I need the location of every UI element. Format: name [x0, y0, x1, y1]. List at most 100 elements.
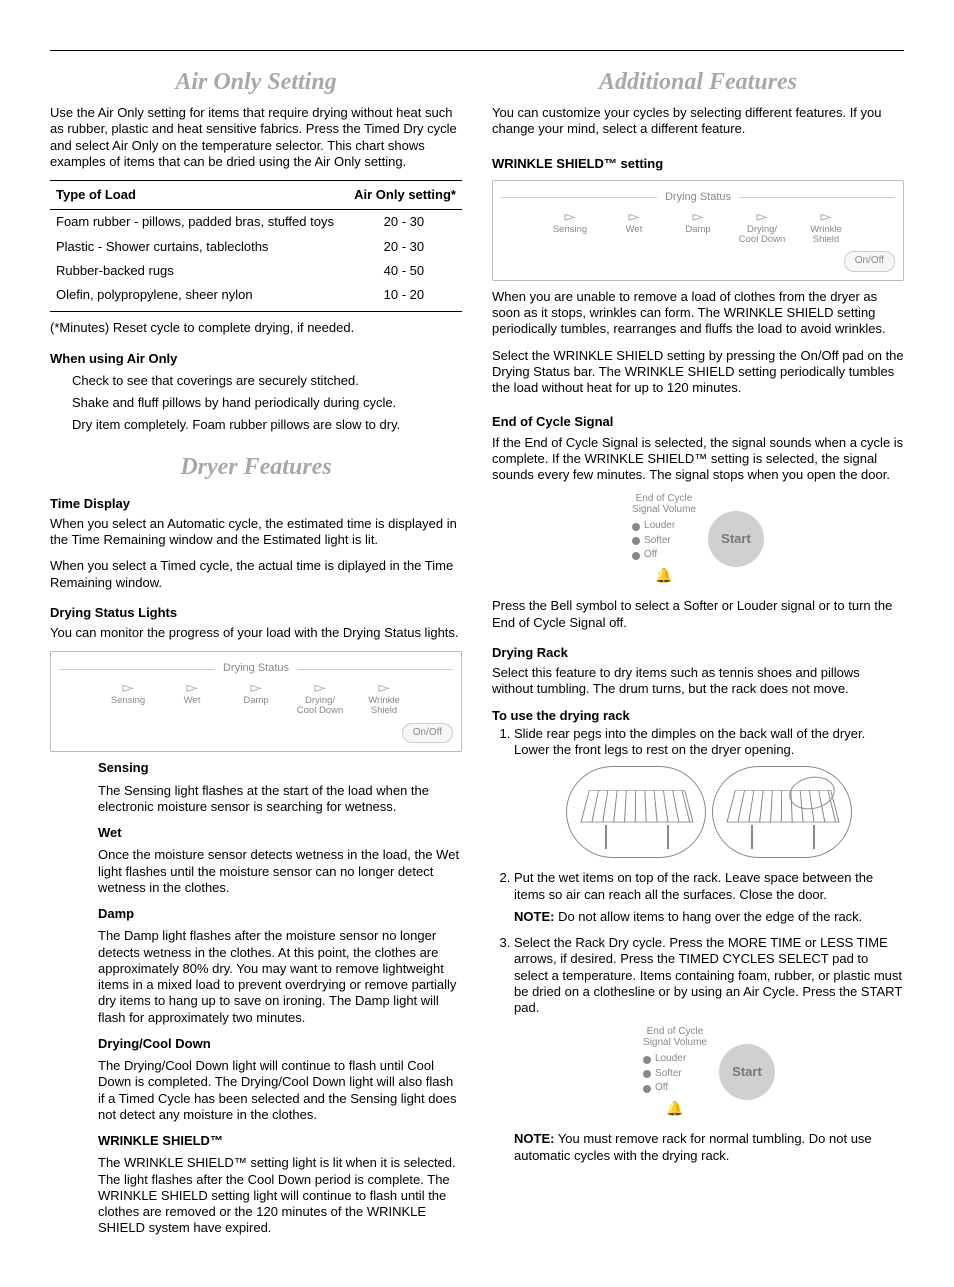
- wrinkle-shield-setting-h: WRINKLE SHIELD™ setting: [492, 156, 904, 172]
- rack-steps: Slide rear pegs into the dimples on the …: [492, 726, 904, 1164]
- table-row: Plastic - Shower curtains, tablecloths20…: [50, 235, 462, 259]
- dot-icon: [632, 537, 640, 545]
- step-text: Put the wet items on top of the rack. Le…: [514, 870, 873, 901]
- status-label: Wet: [626, 225, 643, 235]
- drying-rack-h: Drying Rack: [492, 645, 904, 661]
- status-label: Damp: [685, 225, 710, 235]
- rack-use-h: To use the drying rack: [492, 708, 904, 724]
- dryer-features-title: Dryer Features: [50, 452, 462, 482]
- bell-p: Press the Bell symbol to select a Softer…: [492, 598, 904, 631]
- signal-opt-off: Off: [643, 1082, 668, 1095]
- status-item-damp: ▻Damp: [229, 680, 283, 717]
- arrow-icon: ▻: [315, 680, 326, 694]
- status-items: ▻Sensing ▻Wet ▻Damp ▻Drying/Cool Down ▻ W…: [101, 680, 411, 717]
- rack-step-3: Select the Rack Dry cycle. Press the MOR…: [514, 935, 904, 1164]
- status-label: Drying/Cool Down: [739, 225, 785, 246]
- cell-load: Rubber-backed rugs: [50, 259, 346, 283]
- status-descriptions: Sensing The Sensing light flashes at the…: [50, 760, 462, 1236]
- when-using-heading: When using Air Only: [50, 351, 462, 367]
- status-item-wrinkle: ▻WrinkleShield: [799, 209, 853, 246]
- signal-header: End of CycleSignal Volume: [643, 1026, 707, 1048]
- status-item-wet: ▻Wet: [165, 680, 219, 717]
- air-only-table: Type of Load Air Only setting* Foam rubb…: [50, 180, 462, 312]
- opt-label: Off: [644, 549, 657, 562]
- cooldown-p: The Drying/Cool Down light will continue…: [98, 1058, 462, 1123]
- eoc-p: If the End of Cycle Signal is selected, …: [492, 435, 904, 484]
- th-load: Type of Load: [50, 181, 346, 210]
- arrow-icon: ▻: [821, 209, 832, 223]
- two-column-layout: Air Only Setting Use the Air Only settin…: [50, 61, 904, 1247]
- step-text: Select the Rack Dry cycle. Press the MOR…: [514, 935, 902, 1015]
- th-time: Air Only setting*: [346, 181, 462, 210]
- addl-intro: You can customize your cycles by selecti…: [492, 105, 904, 138]
- eoc-heading: End of Cycle Signal: [492, 414, 904, 430]
- opt-label: Softer: [644, 535, 671, 548]
- rack-panel-empty: [566, 766, 706, 858]
- signal-opt-off: Off: [632, 549, 657, 562]
- ws-p1: When you are unable to remove a load of …: [492, 289, 904, 338]
- note-text: Do not allow items to hang over the edge…: [554, 909, 862, 924]
- signal-volume-figure-2: End of CycleSignal Volume Louder Softer …: [514, 1026, 904, 1117]
- rack-figure: [514, 766, 904, 858]
- time-display-p2: When you select a Timed cycle, the actua…: [50, 558, 462, 591]
- cooldown-h: Drying/Cool Down: [98, 1036, 462, 1052]
- cell-time: 10 - 20: [346, 283, 462, 312]
- dot-icon: [643, 1056, 651, 1064]
- time-display-heading: Time Display: [50, 496, 462, 512]
- cell-load: Foam rubber - pillows, padded bras, stuf…: [50, 210, 346, 235]
- drying-status-figure: Drying Status ▻Sensing ▻Wet ▻Damp ▻Dryin…: [50, 651, 462, 752]
- time-display-p1: When you select an Automatic cycle, the …: [50, 516, 462, 549]
- air-only-title: Air Only Setting: [50, 67, 462, 97]
- opt-label: Softer: [655, 1068, 682, 1081]
- arrow-icon: ▻: [629, 209, 640, 223]
- sensing-p: The Sensing light flashes at the start o…: [98, 783, 462, 816]
- dot-icon: [643, 1070, 651, 1078]
- dot-icon: [643, 1085, 651, 1093]
- note-label: NOTE:: [514, 1131, 554, 1146]
- note-label: NOTE:: [514, 909, 554, 924]
- rack-note-2: NOTE: You must remove rack for normal tu…: [514, 1131, 904, 1164]
- status-item-cooldown: ▻ Drying/Cool Down: [735, 209, 789, 246]
- cell-time: 20 - 30: [346, 235, 462, 259]
- additional-features-title: Additional Features: [492, 67, 904, 97]
- status-item-sensing: ▻Sensing: [101, 680, 155, 717]
- top-rule: [50, 50, 904, 51]
- cell-load: Plastic - Shower curtains, tablecloths: [50, 235, 346, 259]
- dot-icon: [632, 552, 640, 560]
- onoff-pad: On/Off: [402, 723, 453, 744]
- opt-label: Louder: [655, 1053, 686, 1066]
- left-column: Air Only Setting Use the Air Only settin…: [50, 61, 462, 1247]
- note-text: You must remove rack for normal tumbling…: [514, 1131, 872, 1162]
- status-label: WrinkleShield: [368, 696, 400, 717]
- status-item-sensing: ▻Sensing: [543, 209, 597, 246]
- bell-icon: 🔔: [666, 1100, 683, 1118]
- drying-status-p: You can monitor the progress of your loa…: [50, 625, 462, 641]
- signal-opt-softer: Softer: [643, 1068, 682, 1081]
- drying-rack-p: Select this feature to dry items such as…: [492, 665, 904, 698]
- status-item-cooldown: ▻Drying/Cool Down: [293, 680, 347, 717]
- bell-icon: 🔔: [655, 567, 672, 585]
- cell-time: 20 - 30: [346, 210, 462, 235]
- status-title: Drying Status: [657, 191, 739, 205]
- arrow-icon: ▻: [693, 209, 704, 223]
- onoff-pad: On/Off: [844, 251, 895, 272]
- status-item-wrinkle: ▻ WrinkleShield: [357, 680, 411, 717]
- table-footnote: (*Minutes) Reset cycle to complete dryin…: [50, 320, 462, 336]
- cell-time: 40 - 50: [346, 259, 462, 283]
- status-items: ▻Sensing ▻ Wet ▻ Damp ▻ Drying/Cool Down ▻W…: [543, 209, 853, 246]
- wet-p: Once the moisture sensor detects wetness…: [98, 847, 462, 896]
- ws-p2: Select the WRINKLE SHIELD setting by pre…: [492, 348, 904, 397]
- arrow-icon: ▻: [757, 209, 768, 223]
- arrow-icon: ▻: [379, 680, 390, 694]
- rack-note-1: NOTE: Do not allow items to hang over th…: [514, 909, 904, 925]
- arrow-icon: ▻: [187, 680, 198, 694]
- opt-label: Louder: [644, 520, 675, 533]
- table-row: Olefin, polypropylene, sheer nylon10 - 2…: [50, 283, 462, 312]
- status-item-damp: ▻ Damp: [671, 209, 725, 246]
- drying-status-figure-2: Drying Status ▻Sensing ▻ Wet ▻ Damp ▻ Dryin…: [492, 180, 904, 281]
- when-using-item: Check to see that coverings are securely…: [50, 373, 462, 389]
- opt-label: Off: [655, 1082, 668, 1095]
- rack-step-2: Put the wet items on top of the rack. Le…: [514, 870, 904, 925]
- start-pad: Start: [719, 1044, 775, 1100]
- table-row: Rubber-backed rugs40 - 50: [50, 259, 462, 283]
